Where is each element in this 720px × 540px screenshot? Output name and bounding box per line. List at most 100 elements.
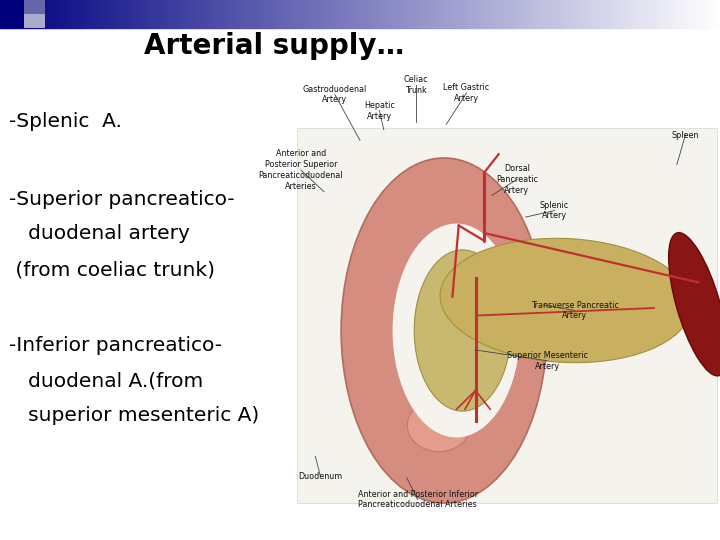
Bar — [686, 0, 689, 28]
Bar — [425, 0, 427, 28]
Bar — [187, 0, 189, 28]
Bar — [91, 0, 94, 28]
Bar — [223, 0, 225, 28]
Bar — [679, 0, 682, 28]
Bar — [482, 0, 485, 28]
Bar — [171, 0, 173, 28]
Bar — [506, 0, 509, 28]
Bar — [115, 0, 117, 28]
Bar — [547, 0, 549, 28]
Bar — [384, 0, 387, 28]
Bar — [5, 0, 7, 28]
Bar — [410, 0, 413, 28]
Bar — [549, 0, 552, 28]
Bar — [86, 0, 89, 28]
Ellipse shape — [392, 224, 520, 437]
Bar — [509, 0, 511, 28]
Bar — [434, 0, 437, 28]
Bar — [185, 0, 187, 28]
Bar — [43, 0, 45, 28]
Bar — [396, 0, 398, 28]
Bar — [430, 0, 432, 28]
Bar — [446, 0, 449, 28]
Bar — [715, 0, 718, 28]
Bar — [137, 0, 139, 28]
Bar — [504, 0, 506, 28]
Bar — [571, 0, 574, 28]
Bar — [607, 0, 610, 28]
Bar — [358, 0, 360, 28]
Bar — [662, 0, 665, 28]
Bar — [319, 0, 322, 28]
Bar — [45, 0, 48, 28]
Bar — [297, 0, 300, 28]
Bar — [144, 0, 146, 28]
Text: (from coeliac trunk): (from coeliac trunk) — [9, 260, 215, 280]
Bar — [103, 0, 106, 28]
Bar — [554, 0, 557, 28]
Bar — [689, 0, 691, 28]
Text: Duodenum: Duodenum — [298, 472, 343, 481]
Bar — [324, 0, 326, 28]
Bar — [713, 0, 715, 28]
Text: Celiac
Trunk: Celiac Trunk — [404, 76, 428, 95]
Bar — [639, 0, 641, 28]
Bar — [408, 0, 410, 28]
Bar — [567, 0, 569, 28]
Bar — [240, 0, 243, 28]
Bar — [698, 0, 701, 28]
Bar — [643, 0, 646, 28]
Bar — [581, 0, 583, 28]
Bar — [456, 0, 459, 28]
Bar — [660, 0, 662, 28]
Bar — [238, 0, 240, 28]
Bar — [502, 0, 504, 28]
Bar — [372, 0, 374, 28]
Bar — [207, 0, 209, 28]
Bar — [274, 0, 276, 28]
Bar — [626, 0, 629, 28]
Bar — [315, 0, 317, 28]
Bar — [670, 0, 672, 28]
Bar — [696, 0, 698, 28]
Bar — [65, 0, 67, 28]
Text: Dorsal
Pancreatic
Artery: Dorsal Pancreatic Artery — [496, 164, 538, 194]
Bar — [655, 0, 657, 28]
Bar — [535, 0, 538, 28]
Bar — [146, 0, 149, 28]
Bar — [461, 0, 463, 28]
Bar — [657, 0, 660, 28]
Bar — [329, 0, 331, 28]
Bar — [377, 0, 379, 28]
Text: -Splenic  A.: -Splenic A. — [9, 112, 122, 131]
Bar — [221, 0, 223, 28]
Bar — [322, 0, 324, 28]
Bar — [70, 0, 72, 28]
Bar — [365, 0, 367, 28]
Bar — [7, 0, 9, 28]
Bar — [297, 128, 717, 503]
Bar — [245, 0, 247, 28]
Text: Transverse Pancreatic
Artery: Transverse Pancreatic Artery — [531, 301, 618, 320]
Bar — [192, 0, 194, 28]
Bar — [266, 0, 269, 28]
Bar — [81, 0, 84, 28]
Bar — [252, 0, 254, 28]
Bar — [108, 0, 110, 28]
Text: Hepatic
Artery: Hepatic Artery — [364, 101, 395, 120]
Bar — [454, 0, 456, 28]
Bar — [218, 0, 221, 28]
Bar — [310, 0, 312, 28]
Bar — [362, 0, 365, 28]
Bar — [279, 0, 281, 28]
Bar — [261, 0, 264, 28]
Bar — [470, 0, 473, 28]
Bar — [94, 0, 96, 28]
Bar — [459, 0, 461, 28]
Bar — [473, 0, 475, 28]
Bar — [617, 0, 619, 28]
Bar — [492, 0, 495, 28]
Bar — [271, 0, 274, 28]
Bar — [466, 0, 468, 28]
Bar — [574, 0, 576, 28]
